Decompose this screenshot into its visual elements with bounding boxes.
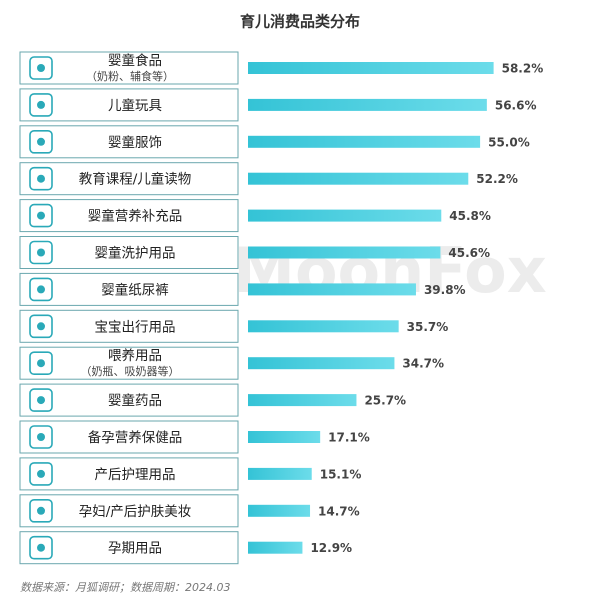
category-icon-dot (37, 248, 45, 257)
value-label: 14.7% (318, 504, 360, 518)
value-label: 45.8% (449, 209, 491, 223)
category-label: 孕期用品 (108, 541, 162, 557)
bar (248, 283, 416, 296)
bar (248, 209, 442, 222)
category-label: 产后护理用品 (95, 467, 176, 483)
bar (248, 431, 321, 443)
category-label: 婴童食品 (108, 52, 162, 69)
category-icon-dot (37, 506, 45, 515)
bar (248, 394, 357, 407)
label-box (19, 199, 239, 233)
value-label: 56.6% (495, 98, 537, 112)
bar (248, 172, 469, 185)
label-box (19, 383, 239, 417)
watermark: MoonFox (233, 234, 546, 307)
source-note: 数据来源：月狐调研；数据周期：2024.03 (20, 581, 231, 594)
label-box (19, 88, 239, 122)
label-box (19, 494, 239, 528)
category-icon-dot (37, 100, 45, 109)
bar (248, 135, 481, 148)
category-icon-dot (37, 322, 45, 331)
category-icon (29, 388, 53, 412)
category-icon (29, 314, 53, 339)
bar (248, 504, 311, 517)
value-label: 12.9% (310, 541, 352, 555)
category-label: 婴童纸尿裤 (101, 281, 169, 298)
category-label: 婴童洗护用品 (95, 245, 176, 262)
label-box (19, 236, 239, 269)
label-box (19, 420, 239, 454)
category-icon-dot (37, 543, 45, 552)
bar (248, 357, 395, 370)
label-box (19, 162, 239, 196)
category-icon (29, 130, 53, 154)
category-label: 宝宝出行用品 (95, 319, 176, 335)
bar (248, 541, 303, 554)
value-label: 17.1% (328, 431, 370, 445)
category-label: 教育课程/儿童读物 (79, 171, 192, 188)
category-icon (29, 462, 53, 486)
value-label: 34.7% (402, 357, 444, 371)
bar (248, 98, 487, 111)
label-box (19, 457, 239, 491)
bar (248, 62, 494, 74)
category-icon-dot (37, 285, 45, 294)
category-icon-dot (37, 469, 45, 478)
category-icon-dot (37, 64, 45, 72)
category-icon-dot (37, 211, 45, 220)
bar (248, 467, 312, 480)
category-label: 婴童药品 (108, 392, 162, 409)
label-box (19, 125, 239, 159)
category-note: （奶粉、辅食等） (86, 69, 174, 83)
category-label: 备孕营养保健品 (88, 429, 183, 446)
category-icon (29, 240, 53, 265)
label-box (19, 51, 239, 85)
category-label: 婴童服饰 (108, 134, 162, 151)
value-label: 25.7% (364, 394, 406, 408)
value-label: 55.0% (488, 135, 530, 149)
label-box (19, 309, 239, 343)
category-icon (29, 535, 53, 560)
category-icon (29, 425, 53, 449)
value-label: 39.8% (424, 283, 466, 297)
label-box (19, 346, 239, 380)
category-icon (29, 203, 53, 228)
category-icon (29, 166, 53, 191)
category-icon-dot (37, 359, 45, 368)
category-label: 儿童玩具 (108, 97, 162, 114)
label-box (19, 272, 239, 306)
category-icon-dot (37, 174, 45, 183)
value-label: 58.2% (502, 62, 544, 76)
category-note: （奶瓶、吸奶器等） (81, 364, 180, 378)
value-label: 45.6% (448, 246, 490, 260)
label-box (19, 531, 239, 565)
category-icon-dot (37, 396, 45, 405)
category-label: 孕妇/产后护肤美妆 (79, 503, 192, 520)
value-label: 52.2% (476, 172, 518, 186)
value-label: 15.1% (320, 467, 362, 481)
category-label: 婴童营养补充品 (88, 208, 183, 225)
chart-title: 育儿消费品类分布 (240, 13, 360, 31)
value-label: 35.7% (407, 320, 449, 334)
category-icon (29, 93, 53, 117)
category-icon-dot (37, 433, 45, 441)
category-icon-dot (37, 137, 45, 146)
bar (248, 246, 441, 259)
category-label: 喂养用品 (108, 348, 162, 364)
category-icon (29, 498, 53, 523)
category-icon (29, 277, 53, 302)
category-icon (29, 351, 53, 376)
category-icon (29, 56, 53, 80)
bar (248, 320, 399, 333)
